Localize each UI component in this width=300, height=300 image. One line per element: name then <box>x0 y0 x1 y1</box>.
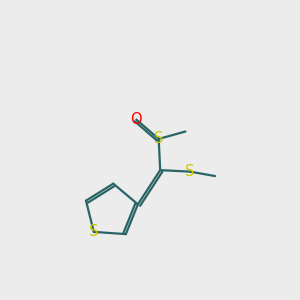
Text: O: O <box>130 112 142 127</box>
Text: S: S <box>89 224 98 239</box>
Text: S: S <box>185 164 195 179</box>
Text: S: S <box>154 131 164 146</box>
